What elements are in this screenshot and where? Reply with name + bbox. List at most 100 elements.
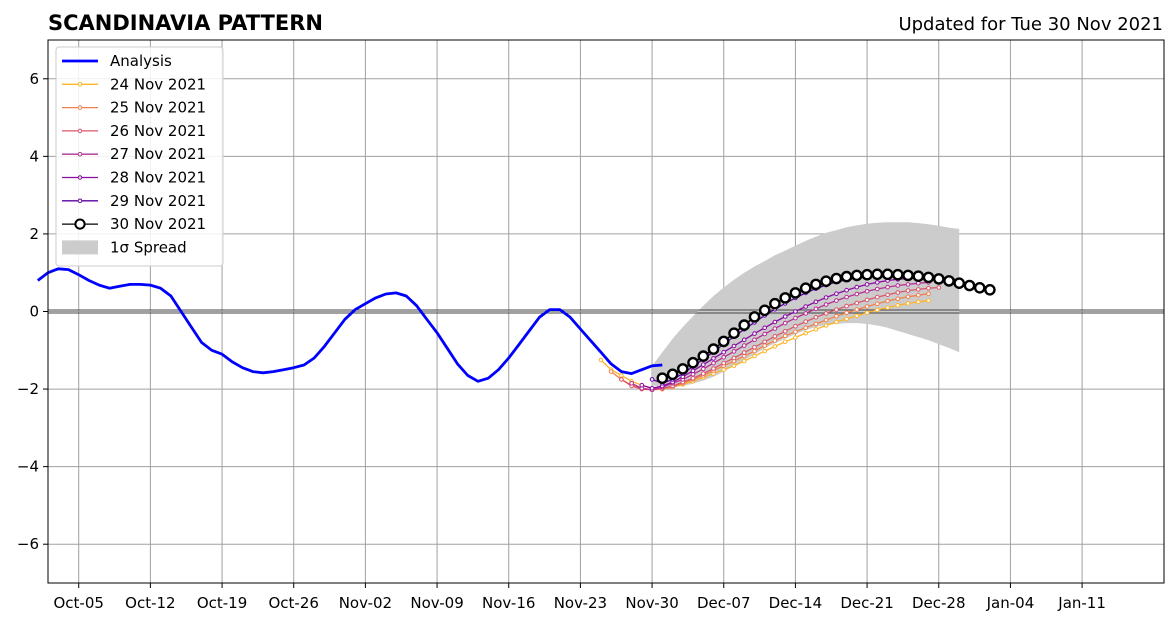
- forecast-marker: [834, 291, 839, 297]
- forecast-marker: [916, 287, 921, 292]
- forecast-marker-current: [728, 327, 740, 340]
- forecast-marker: [844, 316, 849, 322]
- legend-swatch-marker: [77, 151, 83, 157]
- legend-label: 26 Nov 2021: [110, 122, 206, 140]
- x-tick-label: Nov-02: [339, 594, 392, 612]
- y-tick-label: −6: [17, 535, 39, 553]
- forecast-marker: [803, 330, 809, 336]
- forecast-marker: [762, 331, 768, 337]
- forecast-marker: [619, 377, 624, 382]
- forecast-marker: [649, 386, 655, 391]
- forecast-marker-current: [902, 269, 914, 282]
- legend-swatch-marker: [77, 82, 83, 87]
- forecast-marker: [772, 334, 778, 339]
- forecast-marker: [803, 319, 809, 324]
- forecast-marker: [690, 375, 696, 381]
- forecast-marker-current: [871, 268, 884, 281]
- forecast-marker: [834, 319, 839, 325]
- forecast-marker: [752, 337, 757, 343]
- legend-label: 29 Nov 2021: [110, 192, 206, 210]
- plot-area: Oct-05 Oct-12 Oct-19 Oct-26 Nov-02 Nov-09 Nov-…: [17, 39, 1165, 612]
- forecast-marker: [895, 283, 901, 288]
- forecast-marker-current: [830, 272, 843, 285]
- forecast-marker: [711, 356, 716, 361]
- x-tick-label: Nov-09: [410, 594, 463, 612]
- forecast-marker: [598, 357, 604, 363]
- forecast-marker: [793, 323, 798, 329]
- legend-swatch-marker: [77, 128, 83, 134]
- forecast-marker-current: [799, 282, 812, 295]
- forecast-marker: [875, 301, 880, 307]
- forecast-marker: [834, 313, 839, 319]
- forecast-marker: [854, 307, 860, 312]
- forecast-marker-current: [697, 350, 710, 362]
- forecast-marker: [721, 367, 727, 373]
- forecast-marker: [905, 282, 911, 287]
- forecast-marker: [885, 298, 890, 304]
- forecast-marker-current: [687, 356, 699, 369]
- y-tick-label: 6: [29, 70, 39, 88]
- x-tick-label: Jan-11: [1057, 594, 1106, 612]
- x-tick-label: Nov-23: [554, 594, 607, 612]
- forecast-marker: [875, 280, 880, 285]
- forecast-marker-current: [779, 292, 792, 304]
- forecast-marker-current: [789, 287, 802, 299]
- forecast-marker: [762, 339, 768, 345]
- forecast-marker: [875, 294, 880, 300]
- forecast-marker-current: [677, 363, 689, 375]
- forecast-marker: [721, 360, 727, 366]
- forecast-marker-current: [851, 269, 863, 282]
- forecast-marker-current: [953, 277, 966, 290]
- forecast-marker: [741, 343, 747, 348]
- forecast-marker-current: [892, 268, 904, 281]
- forecast-marker-current: [933, 273, 945, 285]
- y-tick-label: −4: [17, 458, 39, 476]
- legend-label: Analysis: [110, 52, 172, 70]
- forecast-marker: [772, 338, 778, 343]
- forecast-marker: [629, 381, 634, 386]
- forecast-marker: [813, 315, 819, 320]
- legend-swatch-spread: [62, 240, 98, 255]
- forecast-marker: [793, 329, 798, 335]
- forecast-marker: [823, 317, 829, 323]
- forecast-marker: [741, 337, 747, 343]
- legend-label: 27 Nov 2021: [110, 145, 206, 163]
- forecast-marker: [701, 371, 706, 376]
- forecast-marker-current: [820, 275, 832, 288]
- forecast-marker: [731, 355, 737, 361]
- forecast-marker-current: [881, 268, 894, 281]
- forecast-marker: [752, 348, 757, 354]
- x-tick-label: Nov-30: [625, 594, 678, 612]
- forecast-marker-current: [769, 297, 781, 310]
- forecast-marker: [844, 294, 849, 300]
- chart-title: SCANDINAVIA PATTERN: [48, 11, 323, 35]
- forecast-marker: [844, 310, 849, 316]
- forecast-marker: [701, 366, 706, 372]
- forecast-marker: [741, 358, 747, 364]
- legend-label: 25 Nov 2021: [110, 99, 206, 117]
- forecast-marker: [854, 300, 860, 306]
- forecast-marker-current: [973, 281, 986, 294]
- forecast-marker: [782, 329, 788, 334]
- forecast-marker: [854, 284, 860, 290]
- forecast-marker: [782, 339, 788, 345]
- forecast-marker: [690, 368, 696, 374]
- forecast-marker: [731, 363, 737, 369]
- forecast-marker-current: [912, 270, 925, 283]
- forecast-marker: [864, 297, 870, 303]
- forecast-marker: [782, 333, 788, 339]
- forecast-marker: [905, 288, 911, 293]
- forecast-marker: [619, 373, 624, 378]
- forecast-marker: [885, 284, 890, 290]
- legend-label: 1σ Spread: [110, 238, 187, 256]
- forecast-marker: [639, 382, 645, 388]
- x-tick-label: Oct-19: [197, 594, 247, 612]
- forecast-marker: [721, 349, 727, 355]
- forecast-marker: [782, 314, 788, 319]
- forecast-marker-current: [861, 268, 873, 281]
- updated-label: Updated for Tue 30 Nov 2021: [898, 14, 1163, 35]
- forecast-marker: [864, 289, 870, 294]
- forecast-marker: [844, 303, 849, 309]
- x-tick-label: Nov-16: [482, 594, 535, 612]
- forecast-marker: [834, 307, 839, 312]
